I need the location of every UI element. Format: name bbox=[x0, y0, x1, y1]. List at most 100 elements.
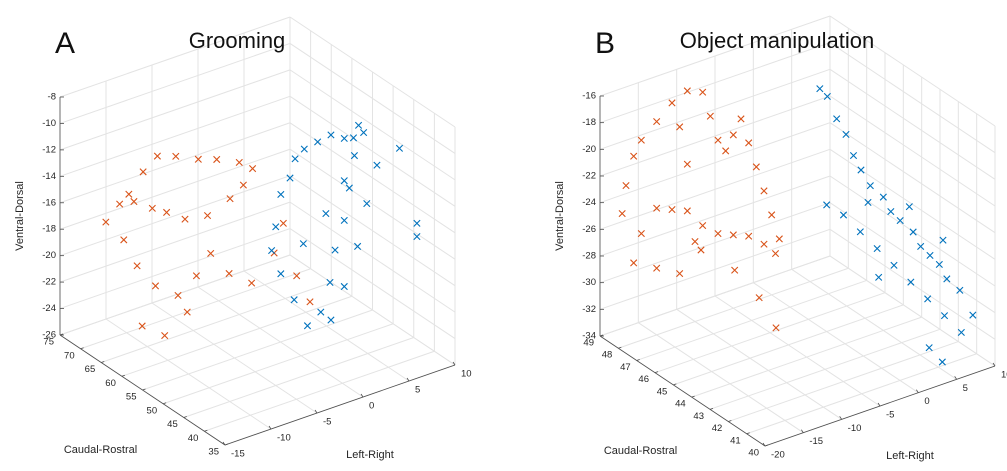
point bbox=[268, 246, 276, 255]
grid-line bbox=[829, 148, 996, 260]
point bbox=[130, 197, 138, 206]
point bbox=[314, 138, 322, 146]
point bbox=[691, 237, 699, 246]
point bbox=[653, 117, 661, 126]
grid-line bbox=[80, 268, 311, 350]
point bbox=[226, 195, 234, 203]
point bbox=[183, 308, 191, 316]
point bbox=[866, 182, 874, 190]
y-axis-label: Caudal-Rostral bbox=[604, 445, 677, 457]
tick-mark bbox=[222, 441, 226, 446]
point bbox=[938, 358, 946, 366]
grid-line bbox=[289, 69, 456, 181]
grid-line bbox=[289, 175, 456, 287]
point bbox=[125, 190, 133, 198]
grid-line bbox=[599, 228, 831, 310]
y-tick-label: 40 bbox=[748, 448, 759, 459]
grid-line bbox=[162, 323, 394, 405]
z-tick-label: -16 bbox=[582, 91, 596, 102]
point bbox=[138, 322, 146, 330]
x-tick-label: 5 bbox=[415, 385, 420, 396]
point bbox=[235, 158, 243, 167]
tick-mark bbox=[801, 429, 804, 433]
point bbox=[823, 92, 831, 101]
grid-line bbox=[599, 202, 831, 284]
tick-mark bbox=[406, 377, 410, 382]
y-tick-label: 75 bbox=[43, 337, 54, 348]
grid-line bbox=[204, 350, 435, 432]
point bbox=[618, 209, 626, 218]
point bbox=[890, 261, 898, 269]
point bbox=[653, 264, 661, 272]
grid-line bbox=[101, 282, 332, 363]
grid-line bbox=[599, 15, 831, 97]
z-tick-label: -20 bbox=[582, 144, 596, 155]
point bbox=[653, 204, 661, 212]
grid-line bbox=[59, 95, 291, 177]
point bbox=[279, 219, 287, 227]
tick-mark bbox=[746, 432, 750, 435]
grid-line bbox=[59, 148, 291, 230]
grid-line bbox=[289, 148, 456, 260]
point bbox=[277, 270, 285, 278]
point bbox=[116, 200, 124, 208]
z-tick-label: -14 bbox=[42, 171, 56, 182]
chart-title: Grooming bbox=[189, 28, 286, 53]
point bbox=[630, 152, 638, 160]
x-tick-label: 10 bbox=[1001, 370, 1007, 381]
grid-line bbox=[59, 175, 291, 257]
point bbox=[943, 275, 951, 283]
point bbox=[354, 242, 362, 250]
grid-line bbox=[183, 337, 414, 418]
x-axis-label: Left-Right bbox=[886, 450, 934, 462]
grid-line bbox=[59, 42, 291, 124]
point bbox=[699, 221, 707, 230]
grid-line bbox=[289, 43, 456, 154]
x-tick-label: -20 bbox=[771, 450, 785, 461]
point bbox=[714, 136, 722, 144]
point bbox=[163, 208, 171, 216]
x-tick-label: -5 bbox=[323, 417, 331, 428]
y-tick-label: 45 bbox=[657, 386, 668, 397]
grid-line bbox=[829, 202, 996, 314]
grid-line bbox=[289, 16, 456, 128]
tick-mark bbox=[59, 333, 64, 336]
grid-line bbox=[599, 175, 831, 257]
tick-mark bbox=[709, 407, 714, 410]
point bbox=[161, 331, 169, 340]
x-axis-line bbox=[224, 364, 456, 446]
y-tick-label: 43 bbox=[693, 411, 704, 422]
grid-line bbox=[59, 122, 291, 204]
point bbox=[745, 232, 753, 240]
point bbox=[856, 228, 864, 236]
tick-mark bbox=[618, 346, 622, 349]
grid-line bbox=[142, 309, 373, 391]
y-tick-label: 41 bbox=[730, 435, 741, 446]
grid-line bbox=[59, 69, 291, 151]
point bbox=[172, 152, 180, 160]
y-tick-label: 65 bbox=[85, 364, 96, 375]
z-tick-label: -26 bbox=[42, 330, 56, 341]
grid-line bbox=[676, 308, 842, 420]
point bbox=[272, 223, 280, 231]
grid-line bbox=[289, 254, 456, 366]
grid-line bbox=[753, 282, 919, 394]
grid-line bbox=[829, 122, 996, 234]
point bbox=[745, 139, 753, 147]
point bbox=[120, 236, 128, 244]
z-tick-label: -16 bbox=[42, 197, 56, 208]
tick-mark bbox=[204, 429, 208, 432]
point bbox=[277, 190, 285, 199]
grid-line bbox=[791, 268, 957, 380]
z-axis-label: Ventral-Dorsal bbox=[554, 181, 566, 251]
point bbox=[133, 262, 141, 270]
grid-line bbox=[59, 254, 291, 336]
y-tick-label: 47 bbox=[620, 362, 631, 373]
z-tick-label: -26 bbox=[582, 224, 596, 235]
y-tick-label: 50 bbox=[147, 405, 158, 416]
z-tick-label: -18 bbox=[582, 117, 596, 128]
point bbox=[771, 249, 780, 258]
grid-line bbox=[599, 148, 831, 230]
y-axis-label: Caudal-Rostral bbox=[64, 444, 137, 456]
